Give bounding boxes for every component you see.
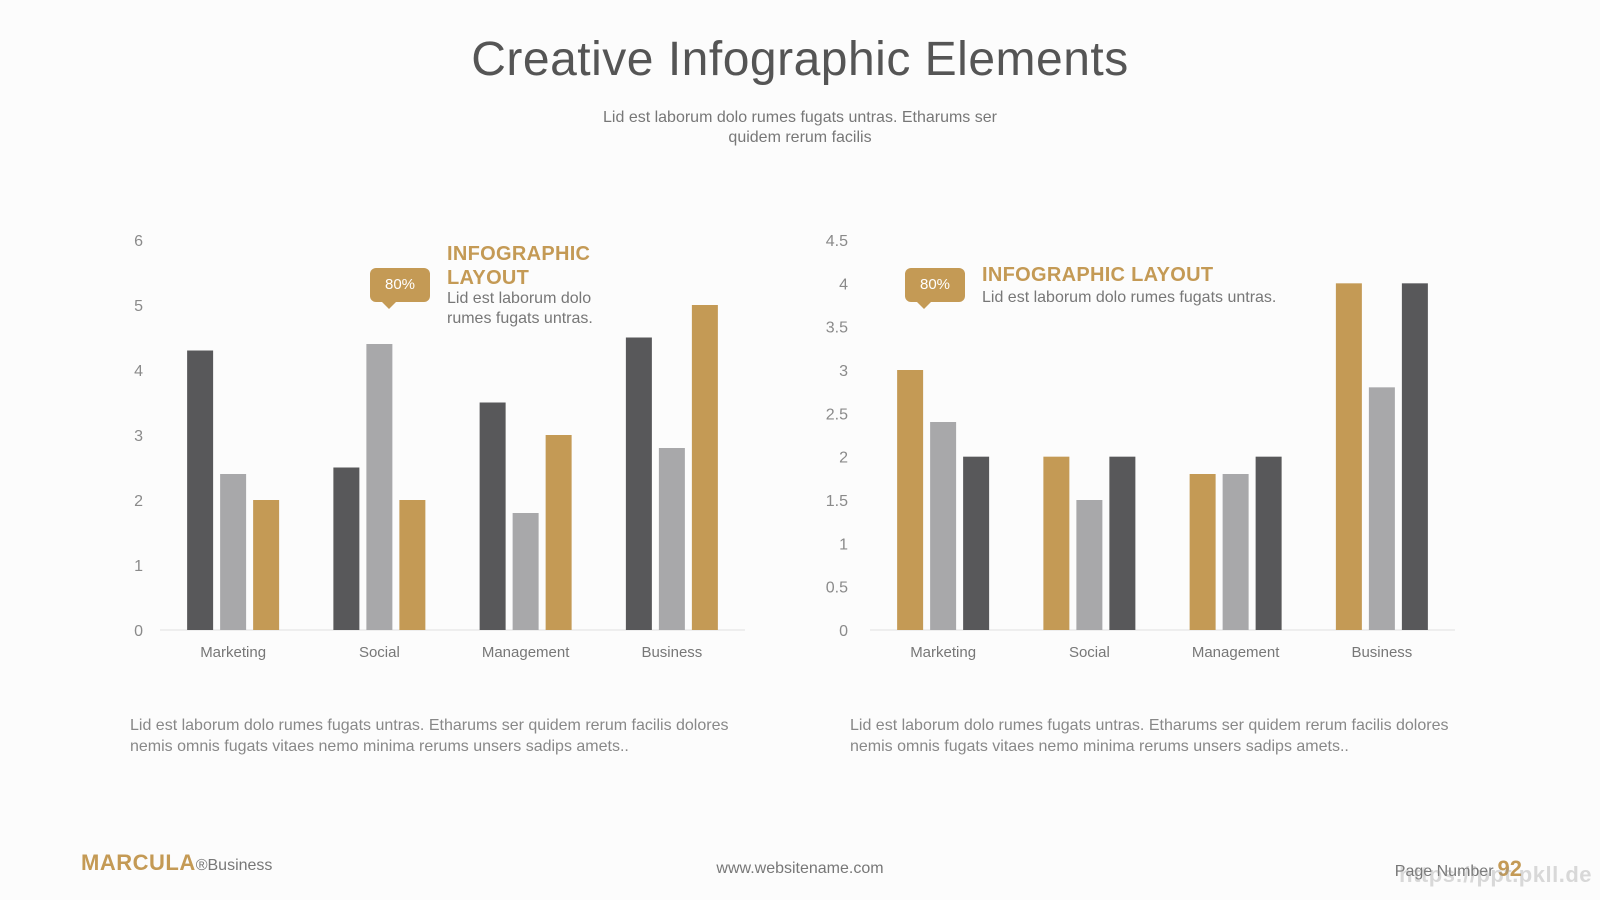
bar [1368,387,1395,630]
y-tick-label: 3 [839,363,848,380]
bar [399,500,426,630]
y-tick-label: 4 [134,363,143,380]
brand-suffix: ®Business [195,857,273,874]
page-number-value: 92 [1497,856,1522,881]
x-tick-label: Marketing [910,644,976,661]
y-tick-label: 1.5 [826,493,848,510]
footer-url: www.websitename.com [716,860,884,877]
page-number-label: Page Number [1394,863,1494,880]
y-tick-label: 2.5 [826,406,848,423]
footer-page-number: Page Number 92 [1395,856,1522,882]
bar [220,474,247,630]
watermark-text: https://ppt.pkll.de [1399,862,1592,887]
right-chart-panel: 0 0.5 1 1.5 2 2.5 3 3.5 4 4.5 Marketing Social Manag… [825,230,1505,670]
bar [253,500,280,630]
left-paragraph: Lid est laborum dolo rumes fugats untras… [130,717,729,755]
page-title: Creative Infographic Elements [471,33,1129,86]
left-info-text-line2: rumes fugats untras. [447,310,593,327]
bar [691,305,718,630]
bar [897,370,924,630]
footer-brand: MARCULA®Business [81,850,272,876]
y-tick-label: 0 [134,623,143,640]
bar [625,337,652,630]
left-chart-panel: 0 1 2 3 4 5 6 Marketing Social Management Business… [110,230,790,670]
bar [1109,456,1136,630]
bar [366,344,393,630]
y-tick-label: 4 [839,276,848,293]
y-tick-label: 0 [839,623,848,640]
bar [658,448,685,630]
y-tick-label: 3.5 [826,320,848,337]
x-tick-label: Management [482,644,570,661]
bar [930,422,957,630]
bar [1335,283,1362,630]
bar [545,435,572,630]
y-tick-label: 2 [134,493,143,510]
x-tick-label: Business [1351,644,1412,661]
bar [1222,474,1249,630]
right-bar-chart: 0 0.5 1 1.5 2 2.5 3 3.5 4 4.5 Marketing Social Manag… [826,233,1455,661]
left-bar-chart: 0 1 2 3 4 5 6 Marketing Social Management Business [134,233,745,661]
bar [512,513,539,630]
right-paragraph: Lid est laborum dolo rumes fugats untras… [850,717,1449,755]
x-tick-label: Marketing [200,644,266,661]
right-info-heading: INFOGRAPHIC LAYOUT [982,264,1214,286]
y-tick-label: 0.5 [826,580,848,597]
bar [187,350,214,630]
bar [333,467,360,630]
y-tick-label: 1 [839,536,848,553]
x-tick-label: Social [359,644,400,661]
bar [1255,456,1282,630]
left-percent-callout: 80% [370,268,430,309]
x-tick-label: Business [641,644,702,661]
bar [963,456,990,630]
y-tick-label: 6 [134,233,143,250]
left-info-text-line1: Lid est laborum dolo [447,290,592,307]
y-tick-label: 4.5 [826,233,848,250]
left-info-heading: INFOGRAPHIC LAYOUT [447,242,590,290]
y-tick-label: 3 [134,428,143,445]
right-info-text: Lid est laborum dolo rumes fugats untras… [982,289,1277,306]
left-info-text: Lid est laborum dolo rumes fugats untras… [447,289,593,329]
bar [1043,456,1070,630]
bar [1401,283,1428,630]
brand-name: MARCULA [81,850,196,875]
right-percent-callout: 80% [905,268,965,309]
x-tick-label: Management [1192,644,1280,661]
bar [479,402,506,630]
page-subtitle: Lid est laborum dolo rumes fugats untras… [603,109,997,146]
y-tick-label: 2 [839,450,848,467]
bar [1189,474,1216,630]
bar [1076,500,1103,630]
left-info-heading-line2: LAYOUT [447,267,530,289]
y-tick-label: 5 [134,298,143,315]
x-tick-label: Social [1069,644,1110,661]
y-tick-label: 1 [134,558,143,575]
left-info-heading-line1: INFOGRAPHIC [447,243,591,265]
